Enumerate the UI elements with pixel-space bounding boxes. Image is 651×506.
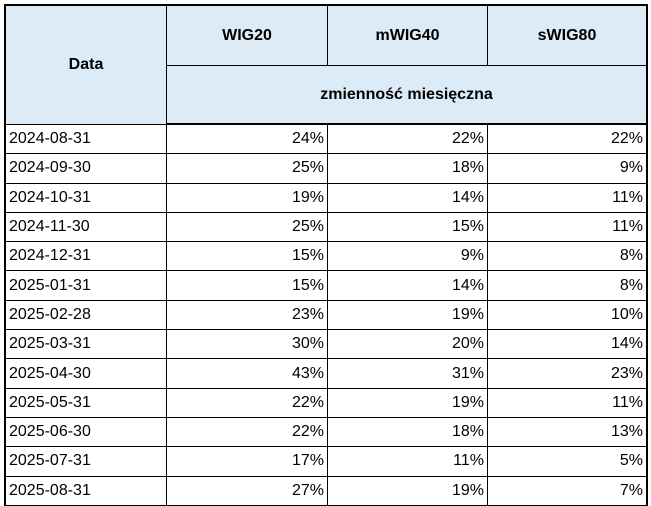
value-cell: 9% (487, 153, 647, 184)
volatility-table: Data WIG20 mWIG40 sWIG80 zmienność miesi… (4, 4, 648, 506)
value-cell: 22% (166, 387, 328, 418)
value-cell: 25% (166, 153, 328, 184)
date-cell: 2024-11-30 (5, 211, 167, 243)
date-header: Data (5, 5, 167, 125)
table-row: 2025-02-28 23% 19% 10% (5, 299, 647, 331)
table-body: 2024-08-31 24% 22% 22% 2024-09-30 25% 18% 9% 202… (5, 123, 647, 506)
value-cell: 18% (327, 416, 488, 448)
table-row: 2025-04-30 43% 31% 23% (5, 358, 647, 389)
table-row: 2025-05-31 22% 19% 11% (5, 387, 647, 418)
value-cell: 14% (327, 270, 488, 301)
table-row: 2025-06-30 22% 18% 13% (5, 416, 647, 448)
value-cell: 43% (166, 358, 328, 389)
table-row: 2025-08-31 27% 19% 7% (5, 475, 647, 506)
value-cell: 22% (327, 123, 488, 155)
value-cell: 23% (166, 299, 328, 331)
date-cell: 2025-02-28 (5, 299, 167, 331)
table-row: 2024-11-30 25% 15% 11% (5, 211, 647, 243)
value-cell: 20% (327, 329, 488, 360)
date-cell: 2024-10-31 (5, 182, 167, 213)
date-cell: 2025-06-30 (5, 416, 167, 448)
value-cell: 25% (166, 211, 328, 243)
value-cell: 9% (327, 241, 488, 272)
date-cell: 2024-09-30 (5, 153, 167, 184)
value-cell: 14% (487, 329, 647, 360)
date-cell: 2024-12-31 (5, 241, 167, 272)
column-header: sWIG80 (487, 5, 647, 66)
date-cell: 2025-04-30 (5, 358, 167, 389)
value-cell: 23% (487, 358, 647, 389)
value-cell: 11% (327, 446, 488, 477)
table-row: 2024-10-31 19% 14% 11% (5, 182, 647, 213)
value-cell: 10% (487, 299, 647, 331)
table-row: 2024-08-31 24% 22% 22% (5, 123, 647, 155)
table-header: Data WIG20 mWIG40 sWIG80 zmienność miesi… (5, 5, 647, 125)
value-cell: 17% (166, 446, 328, 477)
value-cell: 15% (166, 241, 328, 272)
column-header: WIG20 (166, 5, 328, 66)
value-cell: 19% (327, 299, 488, 331)
value-cell: 15% (327, 211, 488, 243)
date-cell: 2025-01-31 (5, 270, 167, 301)
date-cell: 2025-08-31 (5, 475, 167, 506)
column-header: mWIG40 (327, 5, 488, 66)
value-cell: 18% (327, 153, 488, 184)
value-cell: 30% (166, 329, 328, 360)
value-cell: 22% (487, 123, 647, 155)
table-row: 2024-09-30 25% 18% 9% (5, 153, 647, 184)
subheader-row: zmienność miesięczna (6, 65, 647, 125)
value-cell: 31% (327, 358, 488, 389)
value-cell: 8% (487, 241, 647, 272)
value-cell: 24% (166, 123, 328, 155)
date-cell: 2025-03-31 (5, 329, 167, 360)
table-row: 2025-03-31 30% 20% 14% (5, 329, 647, 360)
value-cell: 22% (166, 416, 328, 448)
table-row: 2025-07-31 17% 11% 5% (5, 446, 647, 477)
value-cell: 27% (166, 475, 328, 506)
table-row: 2025-01-31 15% 14% 8% (5, 270, 647, 301)
value-cell: 13% (487, 416, 647, 448)
value-cell: 7% (487, 475, 647, 506)
value-cell: 11% (487, 211, 647, 243)
table-row: 2024-12-31 15% 9% 8% (5, 241, 647, 272)
value-cell: 5% (487, 446, 647, 477)
subheader: zmienność miesięczna (166, 65, 647, 125)
value-cell: 15% (166, 270, 328, 301)
date-cell: 2024-08-31 (5, 123, 167, 155)
value-cell: 19% (166, 182, 328, 213)
value-cell: 19% (327, 475, 488, 506)
header-row: Data WIG20 mWIG40 sWIG80 (5, 5, 647, 125)
value-cell: 8% (487, 270, 647, 301)
value-cell: 11% (487, 387, 647, 418)
date-cell: 2025-07-31 (5, 446, 167, 477)
date-cell: 2025-05-31 (5, 387, 167, 418)
value-cell: 19% (327, 387, 488, 418)
value-cell: 11% (487, 182, 647, 213)
value-cell: 14% (327, 182, 488, 213)
